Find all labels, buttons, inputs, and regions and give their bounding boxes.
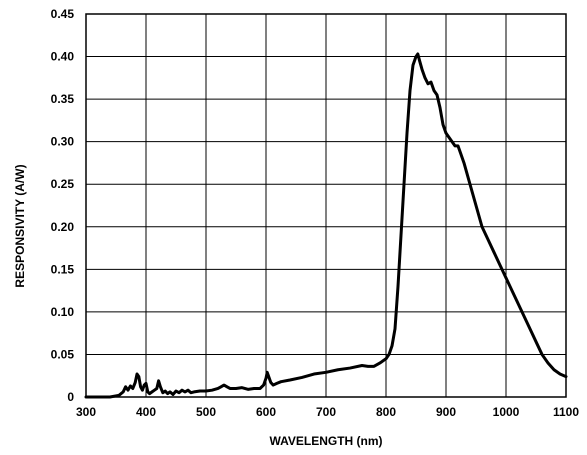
x-tick-label: 1100 [553, 405, 579, 419]
y-tick-label: 0.45 [51, 7, 75, 21]
x-tick-label: 600 [256, 405, 276, 419]
x-tick-labels: 300 400 500 600 700 800 900 1000 1100 [76, 405, 579, 419]
series-line [84, 52, 568, 399]
x-tick-label: 1000 [493, 405, 520, 419]
y-tick-label: 0.10 [51, 305, 75, 319]
y-tick-label: 0.05 [51, 347, 75, 361]
x-tick-label: 700 [316, 405, 336, 419]
x-axis-label: WAVELENGTH (nm) [269, 434, 382, 448]
y-tick-label: 0.25 [51, 177, 75, 191]
y-tick-label: 0.40 [51, 50, 75, 64]
y-tick-labels: 0 0.05 0.10 0.15 0.20 0.25 0.30 0.35 0.40 0.45 [51, 7, 75, 404]
y-axis-label: RESPONSIVITY (A/W) [13, 164, 27, 287]
x-tick-label: 900 [436, 405, 456, 419]
x-tick-label: 800 [376, 405, 396, 419]
y-tick-label: 0.35 [51, 92, 75, 106]
x-tick-label: 500 [196, 405, 216, 419]
y-tick-label: 0.15 [51, 262, 75, 276]
plot-frame [85, 13, 567, 398]
y-tick-label: 0 [67, 390, 74, 404]
y-tick-label: 0.20 [51, 220, 75, 234]
x-tick-label: 300 [76, 405, 96, 419]
y-tick-label: 0.30 [51, 135, 75, 149]
x-tick-label: 400 [136, 405, 156, 419]
grid [85, 13, 567, 398]
